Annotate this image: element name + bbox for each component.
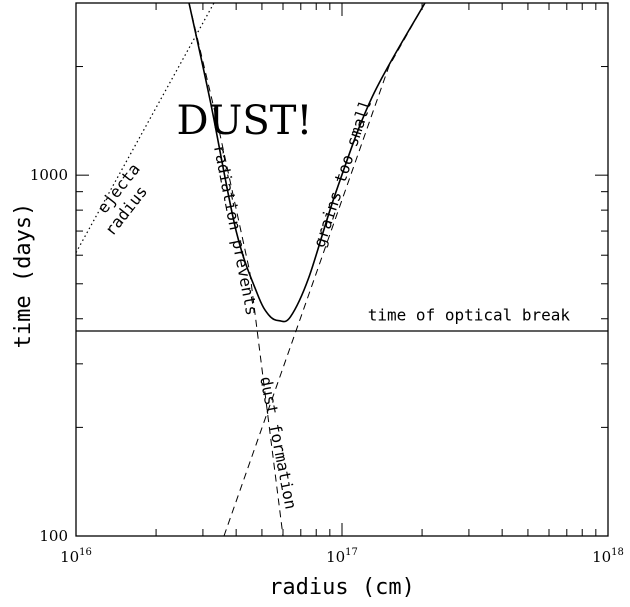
y-axis-title: time (days) — [11, 203, 36, 349]
x-tick-label: 1016 — [60, 547, 92, 566]
plot-frame — [75, 2, 609, 537]
x-tick-label: 1018 — [592, 547, 624, 566]
x-tick-label: 1017 — [326, 547, 358, 566]
annotation-6: grains too small — [310, 97, 376, 249]
ticks-layer — [75, 2, 609, 537]
x-axis-title: radius (cm) — [269, 575, 415, 600]
series-layer — [75, 2, 608, 537]
y-tick-label: 1000 — [30, 166, 68, 184]
annotation-0: DUST! — [177, 98, 313, 144]
series-dust-curve — [188, 2, 426, 323]
y-tick-label: 100 — [39, 527, 68, 545]
annotation-5: dust formation — [256, 375, 300, 511]
series-dashed-limit-1 — [188, 2, 284, 537]
annotation-1: time of optical break — [368, 306, 571, 325]
annotation-4: radiation prevents — [210, 143, 262, 317]
series-dashed-limit-2 — [223, 2, 426, 537]
labels-layer: 1016 1017 1018 100 1000 DUST! time of optical … — [30, 97, 624, 566]
